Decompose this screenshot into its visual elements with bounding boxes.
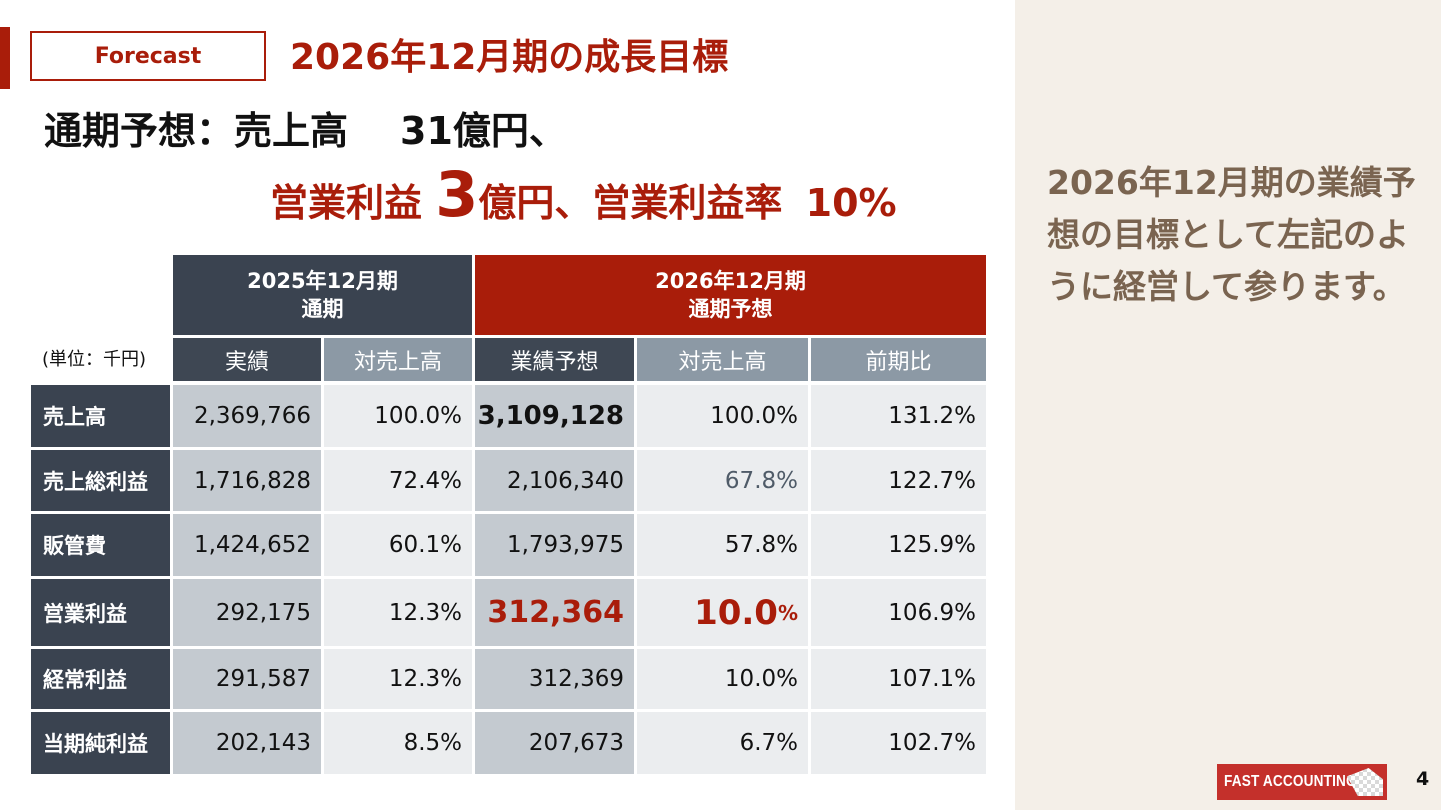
header-fy2025-line2: 通期 [301, 297, 344, 321]
sidebar-message: 2026年12月期の業績予想の目標として左記のように経営して参ります。 [1047, 163, 1416, 306]
row-label-revenue: 売上高 [31, 385, 170, 447]
cell-gross-profit-yoy: 122.7% [811, 450, 986, 511]
row-label-net-income: 当期純利益 [31, 712, 170, 774]
cell-sga-yoy: 125.9% [811, 514, 986, 576]
cell-net-income-forecast: 207,673 [475, 712, 634, 774]
header-fy2026: 2026年12月期 通期予想 [475, 255, 986, 335]
cell-sga-forecast: 1,793,975 [475, 514, 634, 576]
cell-net-income-actual-ratio: 8.5% [324, 712, 472, 774]
cell-revenue-forecast-ratio: 100.0% [637, 385, 808, 447]
cell-net-income-forecast-ratio: 6.7% [637, 712, 808, 774]
cell-sga-forecast-ratio: 57.8% [637, 514, 808, 576]
cell-net-income-yoy: 102.7% [811, 712, 986, 774]
cell-operating-profit-forecast-ratio: 10.0% [637, 579, 808, 646]
slide-title: 2026年12月期の成長目標 [290, 37, 729, 78]
subheader-actual: 実績 [173, 338, 321, 381]
row-label-ordinary-profit: 経常利益 [31, 649, 170, 709]
cell-sga-actual: 1,424,652 [173, 514, 321, 576]
cell-ordinary-profit-yoy: 107.1% [811, 649, 986, 709]
sidebar-panel: 2026年12月期の業績予想の目標として左記のように経営して参ります。 [1015, 0, 1441, 810]
cell-ordinary-profit-actual: 291,587 [173, 649, 321, 709]
cell-operating-profit-forecast: 312,364 [475, 579, 634, 646]
cell-revenue-actual: 2,369,766 [173, 385, 321, 447]
operating-margin-number: 10.0 [694, 592, 778, 633]
unit-label: (単位：千円) [42, 349, 147, 370]
cell-revenue-yoy: 131.2% [811, 385, 986, 447]
headline-op-label: 営業利益 [270, 181, 423, 225]
cell-operating-profit-actual: 292,175 [173, 579, 321, 646]
headline-op-unit: 億円、営業利益率 [478, 181, 783, 225]
header-fy2025-line1: 2025年12月期 [247, 269, 398, 293]
row-label-sga: 販管費 [31, 514, 170, 576]
cell-gross-profit-forecast-ratio: 67.8% [637, 450, 808, 511]
cell-operating-profit-actual-ratio: 12.3% [324, 579, 472, 646]
subheader-forecast: 業績予想 [475, 338, 634, 381]
cell-gross-profit-actual-ratio: 72.4% [324, 450, 472, 511]
headline-revenue-value: 31億円、 [400, 109, 567, 153]
header-fy2026-line2: 通期予想 [688, 297, 773, 321]
page-number: 4 [1416, 768, 1430, 790]
row-label-operating-profit: 営業利益 [31, 579, 170, 646]
headline-operating-profit: 営業利益 3億円、営業利益率 10% [270, 160, 897, 238]
forecast-badge: Forecast [30, 31, 266, 81]
headline-op-big-number: 3 [435, 158, 479, 231]
cell-ordinary-profit-forecast: 312,369 [475, 649, 634, 709]
cell-sga-actual-ratio: 60.1% [324, 514, 472, 576]
subheader-forecast-ratio: 対売上高 [637, 338, 808, 381]
cell-revenue-actual-ratio: 100.0% [324, 385, 472, 447]
cell-ordinary-profit-forecast-ratio: 10.0% [637, 649, 808, 709]
cell-gross-profit-forecast: 2,106,340 [475, 450, 634, 511]
headline-revenue: 通期予想：売上高 31億円、 [44, 106, 567, 156]
cell-operating-profit-yoy: 106.9% [811, 579, 986, 646]
header-fy2025: 2025年12月期 通期 [173, 255, 472, 335]
subheader-actual-ratio: 対売上高 [324, 338, 472, 381]
subheader-yoy: 前期比 [811, 338, 986, 381]
cell-revenue-forecast: 3,109,128 [475, 385, 634, 447]
row-label-gross-profit: 売上総利益 [31, 450, 170, 511]
company-logo: FAST ACCOUNTING [1217, 764, 1387, 800]
headline-revenue-label: 通期予想：売上高 [44, 109, 349, 153]
accent-bar [0, 27, 10, 89]
cell-net-income-actual: 202,143 [173, 712, 321, 774]
operating-margin-unit: % [777, 600, 798, 625]
logo-wordmark: FAST ACCOUNTING [1224, 773, 1357, 790]
cell-ordinary-profit-actual-ratio: 12.3% [324, 649, 472, 709]
headline-op-margin: 10% [805, 181, 897, 225]
header-fy2026-line1: 2026年12月期 [655, 269, 806, 293]
cell-gross-profit-actual: 1,716,828 [173, 450, 321, 511]
